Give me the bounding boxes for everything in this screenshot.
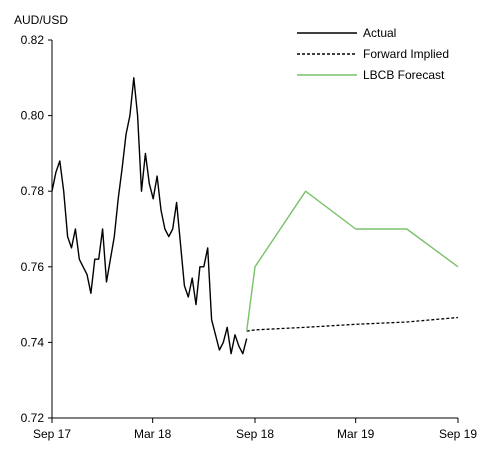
y-tick-label: 0.72 [21,411,45,425]
x-tick-label: Mar 18 [134,427,172,441]
legend: Actual Forward Implied LBCB Forecast [297,26,449,82]
y-tick-label: 0.80 [21,109,45,123]
series-line-actual [51,77,248,355]
x-tick-label: Sep 18 [236,427,274,441]
y-tick-label: 0.82 [21,33,45,47]
axes: 0.72 0.74 0.76 0.78 0.80 0.82 Sep 17 Mar 18 Sep … [21,33,478,441]
legend-label: Actual [363,26,396,40]
y-tick-label: 0.78 [21,184,45,198]
x-tick-label: Mar 19 [337,427,375,441]
series-line-forward-implied [246,316,459,332]
plot-area [51,77,459,355]
series-line-lbcb-forecast [246,190,459,332]
y-tick-label: 0.76 [21,260,45,274]
legend-label: LBCB Forecast [363,68,445,82]
y-tick-label: 0.74 [21,335,45,349]
legend-label: Forward Implied [363,47,449,61]
x-tick-label: Sep 19 [439,427,477,441]
x-tick-label: Sep 17 [33,427,71,441]
y-axis-title: AUD/USD [14,13,68,27]
